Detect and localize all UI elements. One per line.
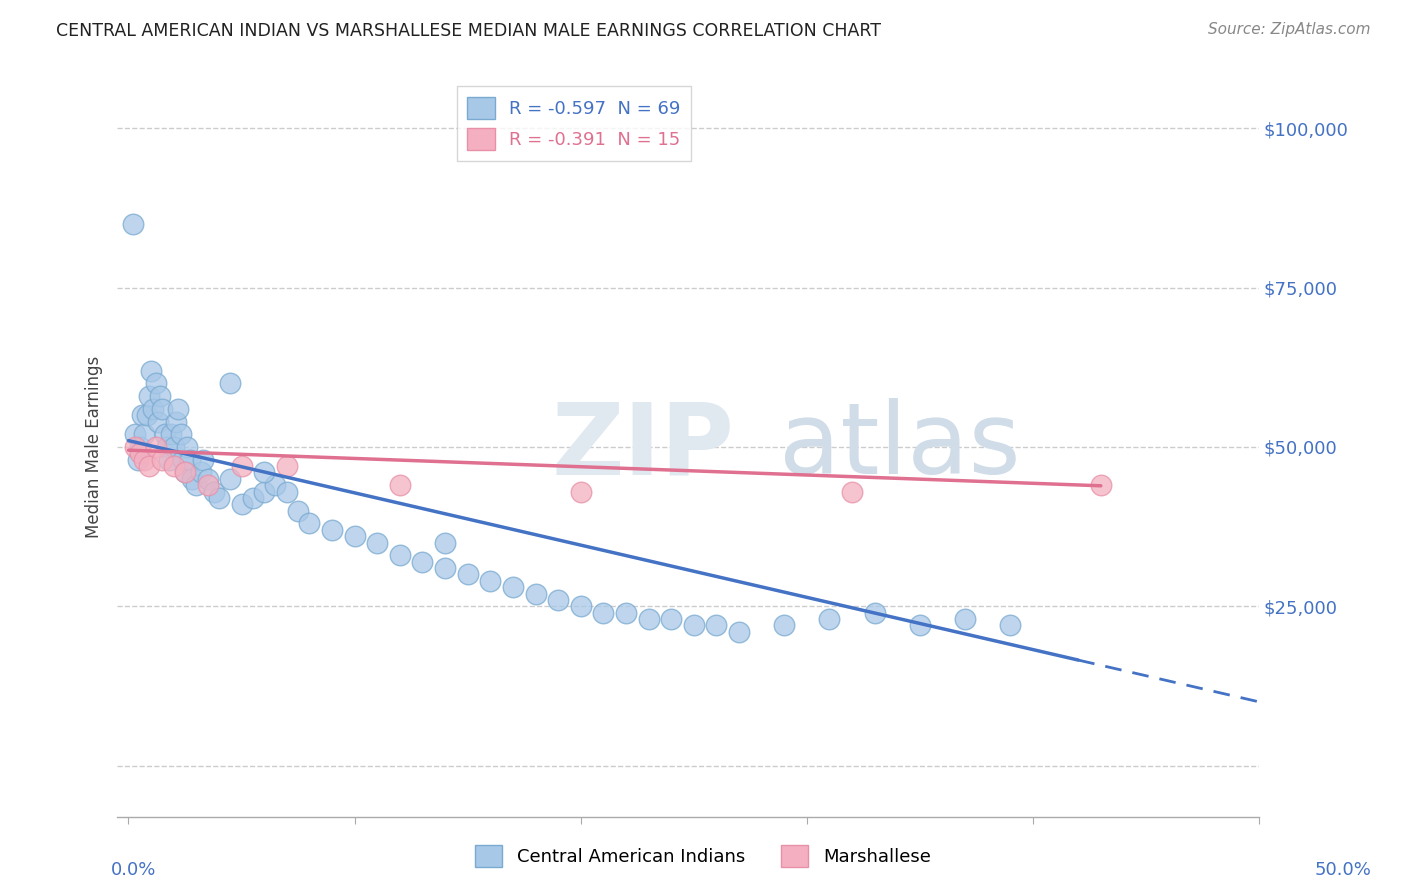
Point (142, 401, 165, 416)
Point (434, 535, 457, 549)
Point (165, 415, 187, 429)
Point (167, 401, 190, 416)
Point (388, 549, 411, 563)
Point (146, 415, 169, 429)
Point (388, 478, 411, 492)
Point (197, 478, 219, 492)
Legend: Central American Indians, Marshallese: Central American Indians, Marshallese (468, 838, 938, 874)
Point (219, 472, 242, 486)
Point (231, 459, 253, 474)
Point (149, 389, 172, 403)
Text: CENTRAL AMERICAN INDIAN VS MARSHALLESE MEDIAN MALE EARNINGS CORRELATION CHART: CENTRAL AMERICAN INDIAN VS MARSHALLESE M… (56, 22, 882, 40)
Point (135, 408, 157, 422)
Point (592, 606, 614, 620)
Point (457, 567, 479, 582)
Point (138, 459, 160, 474)
Point (773, 618, 796, 632)
Point (818, 612, 841, 626)
Point (139, 363, 162, 377)
Point (180, 472, 202, 486)
Point (659, 612, 682, 626)
Point (186, 478, 208, 492)
Point (298, 516, 321, 531)
Point (145, 440, 167, 454)
Point (502, 580, 524, 594)
Point (524, 586, 547, 600)
Point (152, 452, 174, 467)
Point (122, 217, 145, 231)
Point (190, 466, 212, 480)
Point (614, 606, 637, 620)
Point (219, 376, 242, 391)
Point (134, 427, 156, 442)
Point (728, 624, 751, 639)
Point (343, 529, 366, 543)
Point (231, 497, 253, 511)
Point (706, 618, 728, 632)
Point (321, 523, 343, 537)
Point (953, 612, 976, 626)
Point (128, 440, 150, 454)
Point (127, 452, 149, 467)
Y-axis label: Median Male Earnings: Median Male Earnings (86, 356, 103, 538)
Point (569, 484, 592, 499)
Point (253, 484, 276, 499)
Point (134, 452, 156, 467)
Point (242, 491, 264, 505)
Point (169, 427, 191, 442)
Point (637, 612, 659, 626)
Point (156, 440, 179, 454)
Text: Source: ZipAtlas.com: Source: ZipAtlas.com (1208, 22, 1371, 37)
Point (163, 459, 186, 474)
Text: 50.0%: 50.0% (1315, 861, 1371, 879)
Point (841, 484, 863, 499)
Point (479, 574, 502, 588)
Point (176, 440, 198, 454)
Point (253, 466, 276, 480)
Point (569, 599, 592, 614)
Point (1000, 618, 1022, 632)
Point (138, 389, 160, 403)
Legend: R = -0.597  N = 69, R = -0.391  N = 15: R = -0.597 N = 69, R = -0.391 N = 15 (457, 87, 692, 161)
Point (208, 491, 231, 505)
Point (191, 452, 214, 467)
Point (434, 561, 457, 575)
Point (124, 427, 146, 442)
Text: ZIP: ZIP (551, 399, 734, 495)
Point (131, 408, 153, 422)
Text: 0.0%: 0.0% (111, 861, 156, 879)
Point (174, 466, 197, 480)
Point (276, 484, 298, 499)
Point (547, 593, 569, 607)
Point (124, 440, 146, 454)
Point (174, 466, 197, 480)
Point (682, 618, 704, 632)
Point (157, 452, 180, 467)
Point (276, 459, 298, 474)
Point (145, 376, 167, 391)
Point (863, 606, 886, 620)
Point (160, 427, 183, 442)
Point (172, 452, 194, 467)
Text: atlas: atlas (779, 399, 1021, 495)
Point (152, 401, 174, 416)
Point (179, 452, 201, 467)
Point (1090, 478, 1112, 492)
Point (366, 535, 388, 549)
Point (264, 478, 287, 492)
Point (197, 472, 219, 486)
Point (908, 618, 931, 632)
Point (128, 446, 150, 460)
Point (411, 555, 433, 569)
Point (287, 504, 309, 518)
Point (163, 440, 186, 454)
Point (153, 427, 176, 442)
Point (204, 484, 226, 499)
